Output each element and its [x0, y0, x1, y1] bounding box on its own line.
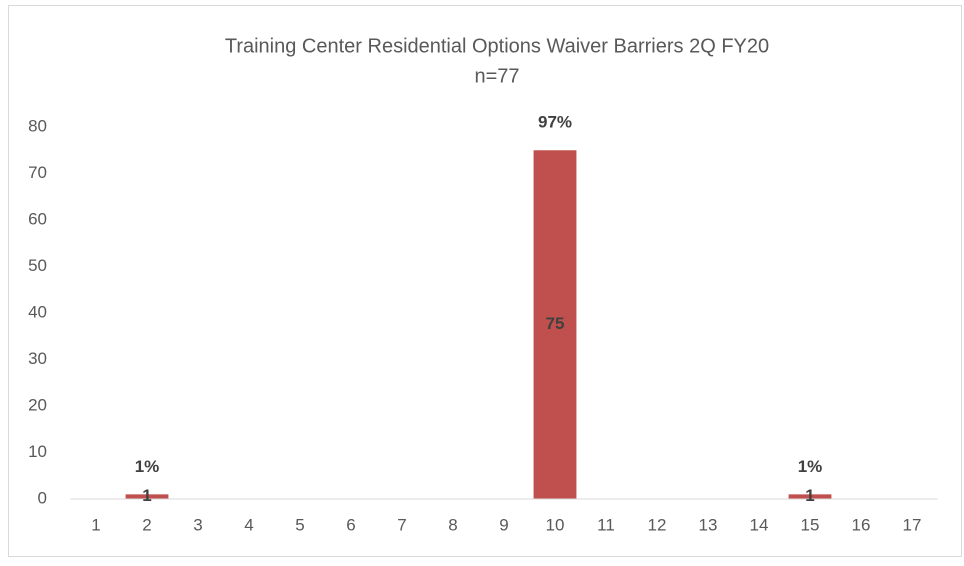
percent-label: 1%: [135, 457, 160, 476]
bar: [788, 494, 832, 499]
percent-label: 97%: [538, 113, 572, 132]
y-tick-label: 50: [28, 256, 47, 275]
x-tick-label: 6: [346, 515, 355, 534]
y-tick-label: 20: [28, 395, 47, 414]
data-label: 1: [142, 486, 151, 505]
x-tick-label: 17: [903, 515, 922, 534]
percent-label: 1%: [798, 457, 823, 476]
y-tick-label: 0: [38, 488, 47, 507]
y-tick-label: 60: [28, 209, 47, 228]
y-tick-label: 70: [28, 163, 47, 182]
x-tick-label: 4: [244, 515, 253, 534]
x-tick-label: 1: [91, 515, 100, 534]
chart-subtitle: n=77: [474, 65, 519, 87]
x-tick-label: 7: [397, 515, 406, 534]
x-tick-label: 10: [546, 515, 565, 534]
x-tick-label: 9: [499, 515, 508, 534]
x-tick-label: 13: [699, 515, 718, 534]
bar: [125, 494, 169, 499]
bar: [533, 150, 577, 499]
x-tick-label: 3: [193, 515, 202, 534]
x-tick-label: 16: [852, 515, 871, 534]
y-tick-label: 30: [28, 349, 47, 368]
y-tick-label: 80: [28, 116, 47, 135]
x-tick-label: 5: [295, 515, 304, 534]
data-label: 75: [546, 314, 565, 333]
y-tick-label: 40: [28, 302, 47, 321]
x-tick-label: 12: [648, 515, 667, 534]
x-tick-label: 14: [750, 515, 769, 534]
y-tick-label: 10: [28, 442, 47, 461]
data-label: 1: [805, 486, 814, 505]
chart-title: Training Center Residential Options Waiv…: [225, 35, 769, 57]
x-tick-label: 8: [448, 515, 457, 534]
x-tick-label: 2: [142, 515, 151, 534]
x-tick-label: 15: [801, 515, 820, 534]
chart-border: [8, 5, 962, 557]
x-tick-label: 11: [597, 515, 615, 534]
